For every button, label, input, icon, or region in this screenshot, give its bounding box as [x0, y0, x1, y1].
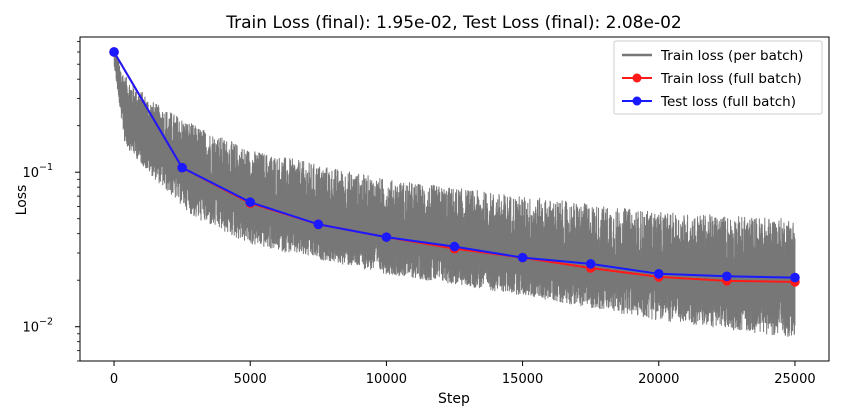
point-test-full-batch: [109, 47, 119, 57]
full-batch-lines-layer: [109, 47, 800, 287]
x-tick-label: 20000: [638, 372, 679, 387]
x-axis-label: Step: [438, 391, 470, 407]
x-axis: 0 5000 10000 15000 20000 25000: [110, 361, 816, 387]
x-tick-label: 15000: [502, 372, 543, 387]
legend: Train loss (per batch) Train loss (full …: [613, 40, 823, 115]
point-test-full-batch: [790, 272, 800, 283]
point-test-full-batch: [313, 219, 324, 230]
legend-entry-train-per-batch: Train loss (per batch): [622, 48, 803, 64]
legend-marker-train-full-batch: [632, 73, 642, 83]
point-test-full-batch: [653, 269, 664, 279]
legend-entry-train-full-batch: Train loss (full batch): [622, 71, 802, 87]
legend-entry-test-full-batch: Test loss (full batch): [622, 94, 796, 110]
point-test-full-batch: [381, 232, 392, 242]
point-test-full-batch: [245, 197, 256, 207]
point-test-full-batch: [585, 259, 596, 269]
point-test-full-batch: [722, 271, 732, 282]
x-tick-label: 0: [110, 372, 118, 387]
per-batch-noise-layer: [113, 47, 796, 337]
legend-label-test-full-batch: Test loss (full batch): [660, 94, 796, 110]
point-test-full-batch: [449, 241, 460, 252]
point-test-full-batch: [517, 252, 528, 263]
series-train-per-batch: [113, 47, 796, 337]
legend-label-train-full-batch: Train loss (full batch): [660, 71, 802, 87]
plot-frame: [79, 36, 830, 362]
y-axis: 10−2 10−1: [22, 41, 80, 362]
legend-marker-test-full-batch: [632, 96, 642, 106]
plot-area: [79, 36, 830, 362]
legend-label-train-per-batch: Train loss (per batch): [660, 48, 803, 64]
y-axis-label: Loss: [14, 185, 30, 216]
x-tick-label: 10000: [366, 372, 407, 387]
y-tick-label: 10−2: [22, 317, 53, 336]
legend-frame: [613, 40, 823, 115]
y-tick-label: 10−1: [22, 162, 53, 181]
chart-title: Train Loss (final): 1.95e-02, Test Loss …: [225, 13, 681, 33]
point-test-full-batch: [177, 162, 187, 173]
x-tick-label: 5000: [234, 372, 267, 387]
x-tick-label: 25000: [774, 372, 815, 387]
